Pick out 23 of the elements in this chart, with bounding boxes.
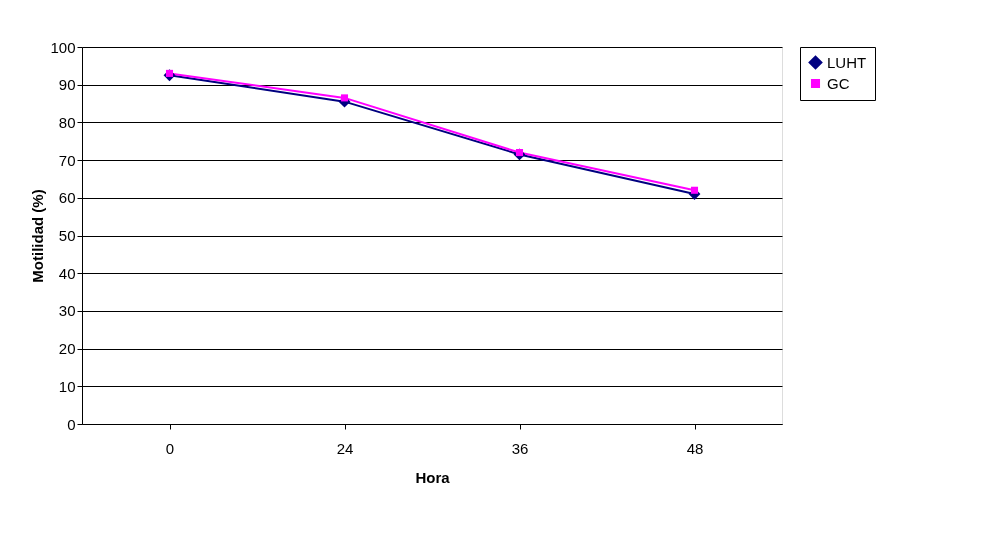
y-tick-label: 50 xyxy=(58,227,76,244)
y-tick-label: 80 xyxy=(58,113,76,131)
x-tick-label: 48 xyxy=(686,439,704,457)
x-axis-title: Hora xyxy=(415,468,451,486)
legend-label: LUHT xyxy=(827,53,867,71)
y-tick-label: 0 xyxy=(67,415,76,433)
y-tick-label: 90 xyxy=(58,76,76,94)
x-tick-label: 0 xyxy=(165,439,175,457)
point xyxy=(515,149,524,157)
y-tick-label: 100 xyxy=(50,38,76,56)
x-tick-label: 36 xyxy=(511,439,529,457)
y-tick-label: 10 xyxy=(58,377,76,395)
y-tick-label: 20 xyxy=(58,340,76,358)
point xyxy=(340,94,349,102)
y-tick-label: 70 xyxy=(58,151,76,169)
y-tick-label: 30 xyxy=(58,302,76,320)
point xyxy=(690,186,699,194)
point xyxy=(165,69,174,77)
legend-label: GC xyxy=(827,74,850,92)
y-tick-label: 60 xyxy=(58,189,76,207)
x-tick-label: 24 xyxy=(336,439,354,457)
y-axis-title: Motilidad (%) xyxy=(29,189,47,283)
y-tick-label: 40 xyxy=(58,264,76,282)
